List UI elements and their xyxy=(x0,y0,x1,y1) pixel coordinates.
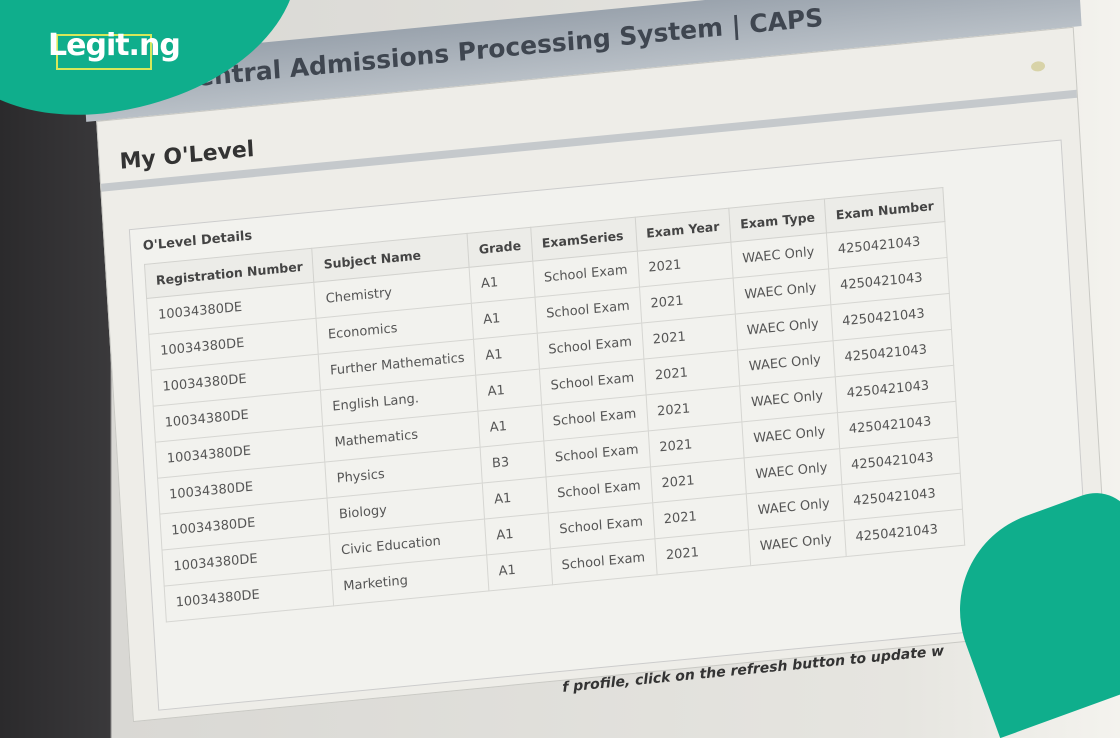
status-dot-icon xyxy=(1030,60,1046,73)
table-cell: A1 xyxy=(482,476,548,519)
table-cell: A1 xyxy=(476,369,542,412)
table-cell: A1 xyxy=(471,297,537,340)
page-title: My O'Level xyxy=(118,136,255,175)
table-cell: 2021 xyxy=(654,529,751,575)
table-cell: B3 xyxy=(480,441,546,484)
olevel-table: Registration Number Subject Name Grade Exam… xyxy=(144,187,966,623)
olevel-panel: My O'Level O'Level Details Registration … xyxy=(96,26,1111,723)
table-cell: A1 xyxy=(484,512,551,555)
table-cell: WAEC Only xyxy=(748,520,847,566)
table-cell: A1 xyxy=(469,261,535,304)
olevel-details-box: O'Level Details Registration Number Subje… xyxy=(128,139,1091,711)
table-cell: A1 xyxy=(487,548,553,591)
table-cell: A1 xyxy=(478,405,544,448)
watermark-logo-frame xyxy=(56,34,152,70)
legit-logo: Legit.ng xyxy=(48,28,181,63)
table-cell: A1 xyxy=(473,333,540,376)
